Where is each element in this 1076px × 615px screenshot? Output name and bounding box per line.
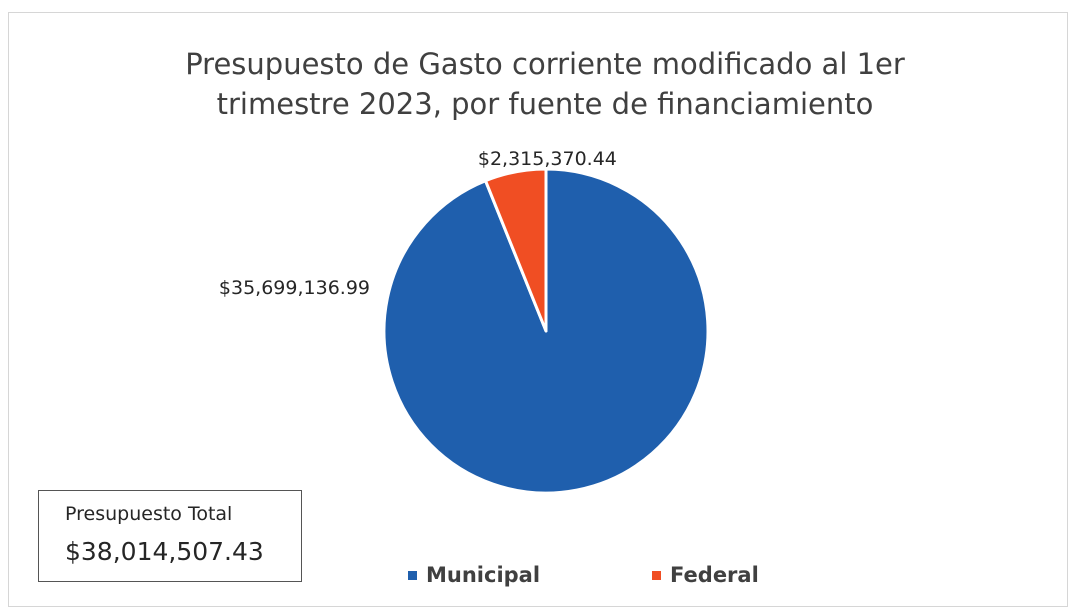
total-budget-label: Presupuesto Total	[65, 503, 233, 525]
data-label-federal: $2,315,370.44	[478, 148, 617, 170]
legend-item-municipal: Municipal	[408, 563, 540, 587]
legend-swatch-municipal	[408, 570, 417, 580]
pie-data-labels: $35,699,136.99 $2,315,370.44	[219, 148, 617, 299]
legend: Municipal Federal	[408, 560, 871, 590]
legend-item-federal: Federal	[652, 563, 759, 587]
total-budget-box: Presupuesto Total $38,014,507.43	[38, 490, 302, 582]
data-label-municipal: $35,699,136.99	[219, 277, 370, 299]
pie-slice-federal	[484, 167, 548, 333]
legend-label-federal: Federal	[670, 563, 759, 587]
legend-swatch-federal	[652, 570, 662, 580]
chart-title: Presupuesto de Gasto corriente modificad…	[185, 47, 905, 121]
legend-label-municipal: Municipal	[426, 563, 541, 587]
total-budget-value: $38,014,507.43	[65, 537, 264, 566]
pie-slices	[382, 167, 710, 495]
